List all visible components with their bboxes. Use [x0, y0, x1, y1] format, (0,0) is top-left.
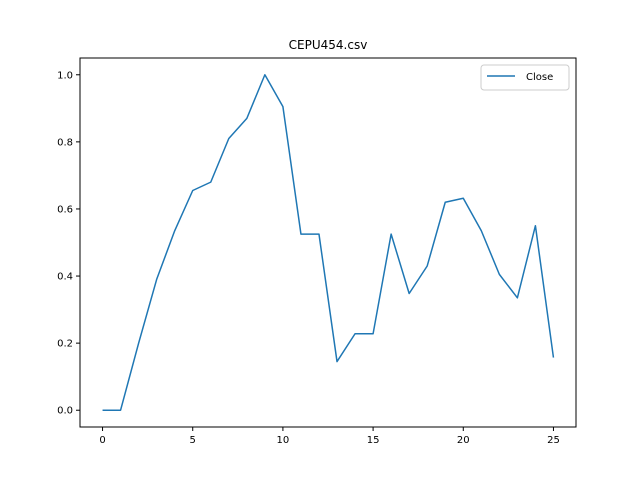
x-tick-label: 5	[190, 435, 196, 446]
plot-frame	[79, 57, 577, 428]
axis-ticks: 0 5 10 15 20 25 0.0 0.2 0.4 0.6 0.8 1.0	[57, 70, 560, 446]
x-tick-label: 0	[99, 435, 105, 446]
y-tick-label: 0.6	[57, 204, 73, 215]
x-tick-label: 10	[277, 435, 290, 446]
series-line-close	[102, 74, 555, 411]
x-tick-label: 15	[367, 435, 380, 446]
x-tick-label: 20	[457, 435, 470, 446]
series-layer	[102, 74, 555, 411]
legend: Close	[480, 64, 570, 91]
chart-title: CEPU454.csv	[289, 38, 368, 52]
x-tick-label: 25	[547, 435, 560, 446]
legend-label-close: Close	[526, 72, 553, 83]
y-tick-label: 0.4	[57, 272, 73, 283]
y-tick-label: 0.8	[57, 137, 73, 148]
y-tick-label: 0.0	[57, 406, 73, 417]
legend-box	[480, 64, 570, 91]
y-tick-label: 0.2	[57, 339, 73, 350]
y-tick-label: 1.0	[57, 70, 73, 81]
